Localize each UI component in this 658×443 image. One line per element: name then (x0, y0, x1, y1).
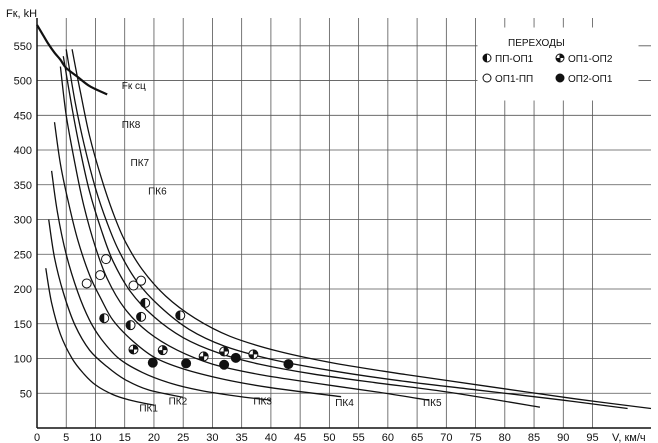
curve-ПК2 (48, 219, 184, 399)
y-tick-label: 350 (14, 180, 32, 192)
transition-marker-vertical-half (219, 346, 230, 357)
y-tick-label: 300 (14, 215, 32, 227)
transition-marker-vertical-half (248, 349, 259, 360)
transition-marker-white (128, 280, 139, 291)
curve-label: ПК5 (423, 398, 442, 409)
x-tick-label: 70 (440, 432, 452, 443)
curve-label: ПК4 (335, 398, 354, 409)
transition-marker-black (181, 358, 192, 369)
curve-label: ПК1 (139, 403, 158, 414)
axes: Fк, kH V, км/ч (6, 8, 651, 443)
y-tick-label: 200 (14, 284, 32, 296)
transition-marker-white (101, 254, 112, 265)
transition-marker-black (555, 73, 565, 83)
y-tick-label: 100 (14, 354, 32, 366)
transition-marker-left-half-black (140, 297, 151, 308)
x-tick-label: 90 (557, 432, 569, 443)
y-axis-label: Fк, kH (6, 8, 37, 20)
x-tick-label: 50 (323, 432, 335, 443)
x-tick-label: 60 (382, 432, 394, 443)
legend-box (477, 27, 639, 101)
legend-label: ПП-ОП1 (495, 54, 534, 65)
x-tick-label: 80 (499, 432, 511, 443)
curve-ПК5 (59, 66, 429, 401)
transition-marker-vertical-half (555, 53, 565, 63)
curve-label: Fк сц (122, 81, 146, 92)
transition-marker-white (136, 275, 147, 286)
transition-marker-black (219, 359, 230, 370)
transition-marker-white (95, 270, 106, 281)
legend-label: ОП2-ОП1 (568, 74, 613, 85)
legend: ПЕРЕХОДЫ ПП-ОП1 ОП1-ОП2 ОП1-ПП ОП2-ОП1 (477, 27, 639, 101)
y-tick-label: 500 (14, 76, 32, 88)
x-tick-label: 0 (34, 432, 40, 443)
y-tick-label: 50 (20, 388, 32, 400)
curve-label: ПК3 (253, 396, 272, 407)
curves (36, 24, 652, 410)
tick-labels: 0 5 10 15 20 25 30 35 40 45 50 55 60 65 70 75 80 85 90 95 50… (14, 41, 599, 443)
curve-label: ПК7 (131, 158, 150, 169)
curve-label: ПК2 (169, 396, 188, 407)
curve-ПК6 (62, 56, 541, 408)
curve-ПК4 (53, 122, 342, 398)
transition-marker-vertical-half (157, 345, 168, 356)
transition-marker-vertical-half (198, 351, 209, 362)
legend-label: ОП1-ОП2 (568, 54, 613, 65)
x-tick-label: 5 (63, 432, 69, 443)
curve-ПК7 (65, 49, 628, 410)
curve-Fк-сц (36, 24, 108, 96)
x-tick-label: 40 (265, 432, 277, 443)
x-tick-label: 95 (586, 432, 598, 443)
transition-marker-black (147, 357, 158, 368)
curve-labels: Fк сц ПК8 ПК7 ПК6 ПК1 ПК2 ПК3 ПК4 ПК5 (122, 81, 442, 414)
legend-label: ОП1-ПП (495, 74, 533, 85)
transition-marker-left-half-black (125, 320, 136, 331)
x-tick-label: 30 (206, 432, 218, 443)
legend-title: ПЕРЕХОДЫ (508, 38, 565, 49)
x-tick-label: 45 (294, 432, 306, 443)
x-tick-label: 15 (119, 432, 131, 443)
transition-marker-vertical-half (128, 344, 139, 355)
transition-marker-white (81, 278, 92, 289)
x-tick-label: 25 (177, 432, 189, 443)
x-tick-label: 65 (411, 432, 423, 443)
transition-points (81, 254, 294, 370)
curve-label: ПК8 (122, 120, 141, 131)
x-tick-label: 55 (352, 432, 364, 443)
x-tick-label: 20 (148, 432, 160, 443)
curve-ПК1 (45, 268, 155, 406)
transition-marker-black (283, 359, 294, 370)
y-tick-label: 150 (14, 319, 32, 331)
transition-marker-left-half-black (175, 310, 186, 321)
curve-ПК8 (71, 49, 652, 410)
y-tick-label: 550 (14, 41, 32, 53)
x-axis-label: V, км/ч (612, 432, 646, 443)
curve-label: ПК6 (148, 187, 167, 198)
transition-marker-black (230, 352, 241, 363)
y-tick-label: 400 (14, 145, 32, 157)
transition-marker-left-half-black (482, 53, 492, 63)
y-tick-label: 450 (14, 110, 32, 122)
x-tick-label: 10 (89, 432, 101, 443)
x-tick-label: 75 (469, 432, 481, 443)
transition-marker-left-half-black (99, 313, 110, 324)
y-tick-label: 250 (14, 249, 32, 261)
transition-marker-white (482, 73, 492, 83)
x-tick-label: 35 (236, 432, 248, 443)
transition-marker-left-half-black (136, 311, 147, 322)
curve-ПК3 (50, 170, 271, 401)
x-tick-label: 85 (528, 432, 540, 443)
